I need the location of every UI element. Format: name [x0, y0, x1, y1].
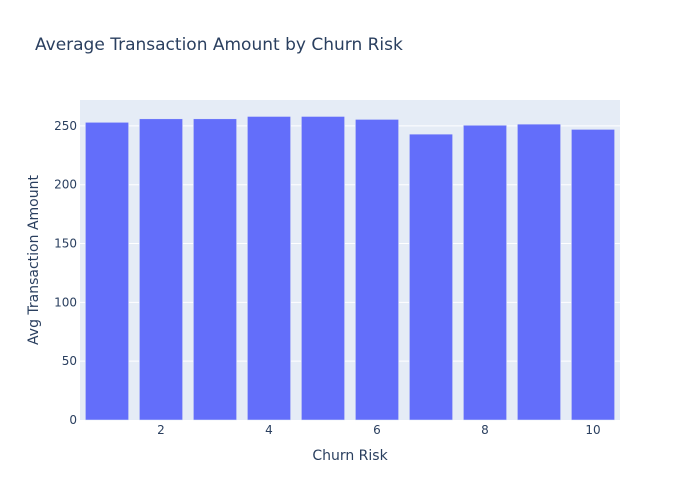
y-tick-label: 250: [54, 119, 77, 133]
bar: [139, 118, 183, 421]
x-axis-title: Churn Risk: [312, 448, 388, 464]
y-tick-label: 0: [69, 413, 77, 427]
x-tick-label: 2: [157, 423, 165, 437]
bar: [247, 116, 291, 421]
bars: [85, 116, 615, 421]
x-axis-ticks: 2 4 6 8 10: [157, 423, 600, 437]
y-tick-label: 50: [62, 354, 77, 368]
bar: [85, 122, 129, 421]
x-tick-label: 10: [585, 423, 600, 437]
x-tick-label: 4: [265, 423, 273, 437]
chart-title: Average Transaction Amount by Churn Risk: [35, 35, 403, 55]
bar: [571, 129, 615, 421]
y-axis-ticks: 0 50 100 150 200 250: [54, 119, 77, 427]
bar: [409, 133, 453, 421]
y-tick-label: 150: [54, 237, 77, 251]
y-tick-label: 100: [54, 295, 77, 309]
y-axis-title: Avg Transaction Amount: [26, 175, 42, 345]
bar: [517, 123, 561, 421]
bar: [193, 118, 237, 421]
bar: [463, 125, 507, 421]
x-tick-label: 8: [481, 423, 489, 437]
bar: [355, 119, 399, 421]
x-tick-label: 6: [373, 423, 381, 437]
bar: [301, 116, 345, 421]
y-tick-label: 200: [54, 178, 77, 192]
